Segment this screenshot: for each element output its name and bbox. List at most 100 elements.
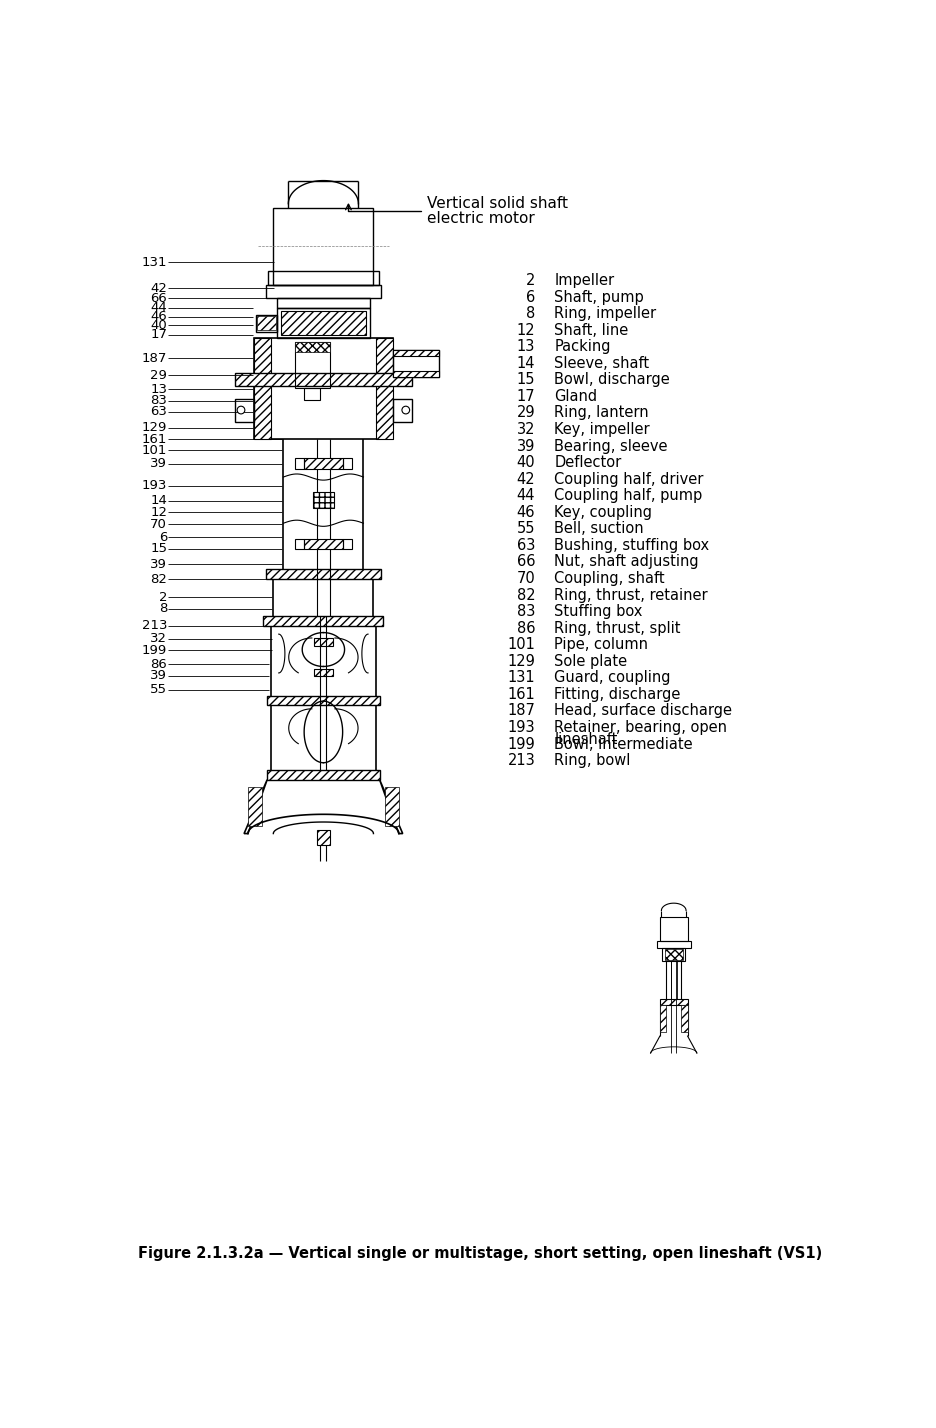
Text: 66: 66 xyxy=(517,554,535,570)
Text: 129: 129 xyxy=(507,654,535,668)
Text: 14: 14 xyxy=(150,494,168,507)
Bar xyxy=(268,271,379,284)
Text: Ring, thrust, retainer: Ring, thrust, retainer xyxy=(554,587,708,603)
Bar xyxy=(313,493,334,508)
Bar xyxy=(263,615,384,627)
Text: Deflector: Deflector xyxy=(554,456,622,470)
Text: Guard, coupling: Guard, coupling xyxy=(554,670,671,685)
Bar xyxy=(273,207,373,284)
Text: Packing: Packing xyxy=(554,340,611,354)
Bar xyxy=(304,458,343,468)
Bar xyxy=(235,374,412,386)
Bar xyxy=(385,787,399,825)
Text: Retainer, bearing, open: Retainer, bearing, open xyxy=(554,720,727,735)
Text: 39: 39 xyxy=(517,438,535,454)
Text: 187: 187 xyxy=(507,704,535,718)
Text: 83: 83 xyxy=(150,394,168,407)
Text: 42: 42 xyxy=(517,471,535,487)
Bar xyxy=(267,695,380,705)
Text: 2: 2 xyxy=(526,273,535,288)
Text: 15: 15 xyxy=(517,373,535,387)
Text: 44: 44 xyxy=(151,301,168,314)
Bar xyxy=(266,284,381,298)
Bar xyxy=(266,570,381,578)
Text: 13: 13 xyxy=(150,383,168,396)
Text: 6: 6 xyxy=(526,290,535,304)
Text: 101: 101 xyxy=(141,444,168,457)
Text: 70: 70 xyxy=(150,517,168,531)
Text: 70: 70 xyxy=(517,571,535,585)
Bar xyxy=(660,1005,666,1032)
Text: 63: 63 xyxy=(517,538,535,553)
Text: 15: 15 xyxy=(150,543,168,555)
Text: 55: 55 xyxy=(517,521,535,537)
Bar xyxy=(393,350,439,356)
Text: Stuffing box: Stuffing box xyxy=(554,604,643,620)
Text: Sole plate: Sole plate xyxy=(554,654,627,668)
Text: 32: 32 xyxy=(150,633,168,645)
Text: 8: 8 xyxy=(159,603,168,615)
Bar xyxy=(277,298,370,307)
Text: Coupling half, pump: Coupling half, pump xyxy=(554,488,703,503)
Bar xyxy=(254,338,393,438)
Text: Fitting, discharge: Fitting, discharge xyxy=(554,687,680,703)
Text: 6: 6 xyxy=(159,531,168,544)
Text: 161: 161 xyxy=(141,433,168,446)
Text: Ring, lantern: Ring, lantern xyxy=(554,406,649,420)
Text: Figure 2.1.3.2a — Vertical single or multistage, short setting, open lineshaft (: Figure 2.1.3.2a — Vertical single or mul… xyxy=(138,1245,822,1261)
Text: 2: 2 xyxy=(158,591,168,604)
Bar xyxy=(665,950,683,960)
Text: 39: 39 xyxy=(150,670,168,683)
Text: 40: 40 xyxy=(151,318,168,331)
Text: 13: 13 xyxy=(517,340,535,354)
Text: Gland: Gland xyxy=(554,388,597,404)
Text: 12: 12 xyxy=(517,323,535,337)
Text: 14: 14 xyxy=(517,356,535,371)
Text: 83: 83 xyxy=(517,604,535,620)
Text: Key, coupling: Key, coupling xyxy=(554,504,652,520)
Text: 46: 46 xyxy=(517,504,535,520)
Bar xyxy=(660,1000,688,1005)
Bar xyxy=(295,458,304,468)
Text: 131: 131 xyxy=(507,670,535,685)
Text: 8: 8 xyxy=(526,306,535,321)
Text: Shaft, line: Shaft, line xyxy=(554,323,629,337)
Text: 82: 82 xyxy=(150,573,168,585)
Text: Shaft, pump: Shaft, pump xyxy=(554,290,644,304)
Bar xyxy=(314,638,332,645)
Text: 17: 17 xyxy=(517,388,535,404)
Bar xyxy=(257,316,275,330)
Bar xyxy=(304,388,319,400)
Text: Nut, shaft adjusting: Nut, shaft adjusting xyxy=(554,554,699,570)
Text: 187: 187 xyxy=(141,351,168,366)
Bar xyxy=(393,371,439,377)
Text: 161: 161 xyxy=(507,687,535,703)
Text: lineshaft: lineshaft xyxy=(554,733,618,747)
Bar xyxy=(317,830,329,845)
Bar xyxy=(267,771,380,780)
Text: Vertical solid shaft: Vertical solid shaft xyxy=(428,196,568,211)
Bar xyxy=(295,343,329,388)
Text: Coupling half, driver: Coupling half, driver xyxy=(554,471,704,487)
Text: 39: 39 xyxy=(150,457,168,470)
Text: Pipe, column: Pipe, column xyxy=(554,637,649,653)
Text: Sleeve, shaft: Sleeve, shaft xyxy=(554,356,650,371)
Text: Head, surface discharge: Head, surface discharge xyxy=(554,704,732,718)
Text: 213: 213 xyxy=(141,620,168,633)
Text: 129: 129 xyxy=(141,421,168,434)
Text: Bowl, intermediate: Bowl, intermediate xyxy=(554,737,693,751)
Text: Coupling, shaft: Coupling, shaft xyxy=(554,571,665,585)
Text: Impeller: Impeller xyxy=(554,273,615,288)
Text: Key, impeller: Key, impeller xyxy=(554,423,650,437)
Text: electric motor: electric motor xyxy=(428,211,535,227)
Text: Ring, bowl: Ring, bowl xyxy=(554,753,631,768)
Text: 39: 39 xyxy=(150,557,168,571)
Text: 213: 213 xyxy=(507,753,535,768)
Text: 131: 131 xyxy=(141,256,168,268)
Bar xyxy=(343,538,352,550)
Bar xyxy=(277,307,370,338)
Text: 44: 44 xyxy=(517,488,535,503)
Bar xyxy=(295,343,329,351)
Text: 29: 29 xyxy=(150,368,168,381)
Text: 86: 86 xyxy=(517,621,535,635)
